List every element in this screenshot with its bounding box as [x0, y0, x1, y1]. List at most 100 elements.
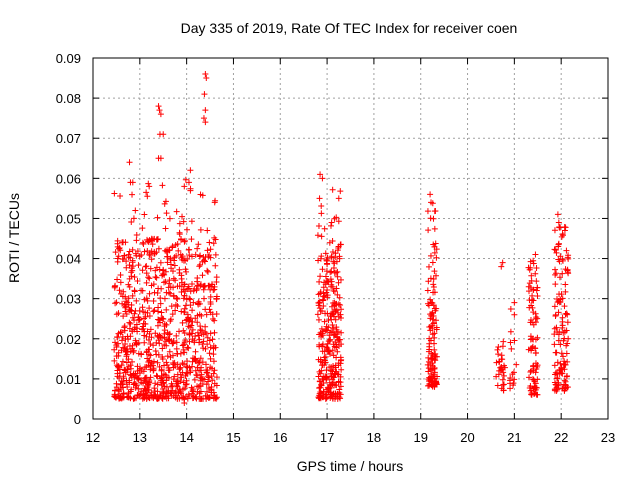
data-point [337, 373, 344, 380]
data-point [133, 297, 140, 304]
data-point [123, 345, 130, 352]
data-point [327, 313, 334, 320]
data-point [330, 332, 337, 339]
data-point [331, 288, 338, 295]
data-point [145, 346, 152, 353]
data-point [174, 240, 181, 247]
y-tick-label: 0.06 [56, 171, 81, 186]
data-point [557, 341, 564, 348]
data-point [156, 317, 163, 324]
y-tick-label: 0.09 [56, 51, 81, 66]
data-point [127, 372, 134, 379]
data-point [151, 289, 158, 296]
data-point [199, 359, 206, 366]
data-point [166, 348, 173, 355]
data-point [168, 303, 175, 310]
data-point [319, 296, 326, 303]
data-point [555, 241, 562, 248]
data-point [139, 225, 146, 232]
data-point [511, 311, 518, 318]
data-point [132, 207, 139, 214]
data-point [427, 296, 434, 303]
data-point [317, 273, 324, 280]
data-point [213, 295, 220, 302]
data-point [563, 342, 570, 349]
data-point [330, 362, 337, 369]
data-point [204, 227, 211, 234]
data-point [321, 357, 328, 364]
data-point [181, 237, 188, 244]
data-point [507, 375, 514, 382]
data-point [168, 383, 175, 390]
data-point [495, 344, 502, 351]
data-point [320, 388, 327, 395]
data-point [199, 272, 206, 279]
data-point [115, 386, 122, 393]
data-point [526, 304, 533, 311]
data-point [564, 267, 571, 274]
data-point [189, 326, 196, 333]
data-point [160, 131, 167, 138]
data-point [333, 324, 340, 331]
data-point [497, 367, 504, 374]
y-tick-label: 0.05 [56, 211, 81, 226]
data-point [318, 233, 325, 240]
data-point [131, 288, 138, 295]
data-point [429, 259, 436, 266]
data-point [165, 374, 172, 381]
data-point [319, 175, 326, 182]
data-point [319, 266, 326, 273]
data-point [425, 227, 432, 234]
data-point [333, 382, 340, 389]
data-point [162, 225, 169, 232]
data-point [179, 360, 186, 367]
data-point [555, 309, 562, 316]
data-point [316, 341, 323, 348]
data-point [161, 371, 168, 378]
data-point [430, 281, 437, 288]
data-point [111, 284, 118, 291]
data-point [320, 380, 327, 387]
data-point [114, 367, 121, 374]
data-point [171, 257, 178, 264]
data-point [189, 355, 196, 362]
data-point [527, 319, 534, 326]
data-point [335, 301, 342, 308]
data-point [190, 388, 197, 395]
data-point [136, 392, 143, 399]
data-point [205, 378, 212, 385]
data-point [328, 381, 335, 388]
data-point [554, 211, 561, 218]
data-point [333, 341, 340, 348]
data-point [192, 315, 199, 322]
data-point [431, 208, 438, 215]
data-point [126, 159, 133, 166]
data-point [562, 224, 569, 231]
data-point [319, 362, 326, 369]
data-point [327, 269, 334, 276]
data-point [180, 295, 187, 302]
data-point [123, 351, 130, 358]
data-point [315, 373, 322, 380]
data-point [180, 286, 187, 293]
data-point [129, 358, 136, 365]
data-point [192, 348, 199, 355]
data-point [129, 292, 136, 299]
data-point [205, 384, 212, 391]
data-point [181, 385, 188, 392]
data-point [424, 208, 431, 215]
data-point [155, 245, 162, 252]
data-point [210, 240, 217, 247]
data-point [317, 288, 324, 295]
data-point [174, 383, 181, 390]
grid [93, 58, 608, 419]
data-point [431, 289, 438, 296]
data-point [184, 344, 191, 351]
data-point [328, 254, 335, 261]
data-point [316, 299, 323, 306]
data-point [136, 316, 143, 323]
data-point [534, 391, 541, 398]
data-point [133, 321, 140, 328]
data-point [132, 250, 139, 257]
data-point [187, 368, 194, 375]
